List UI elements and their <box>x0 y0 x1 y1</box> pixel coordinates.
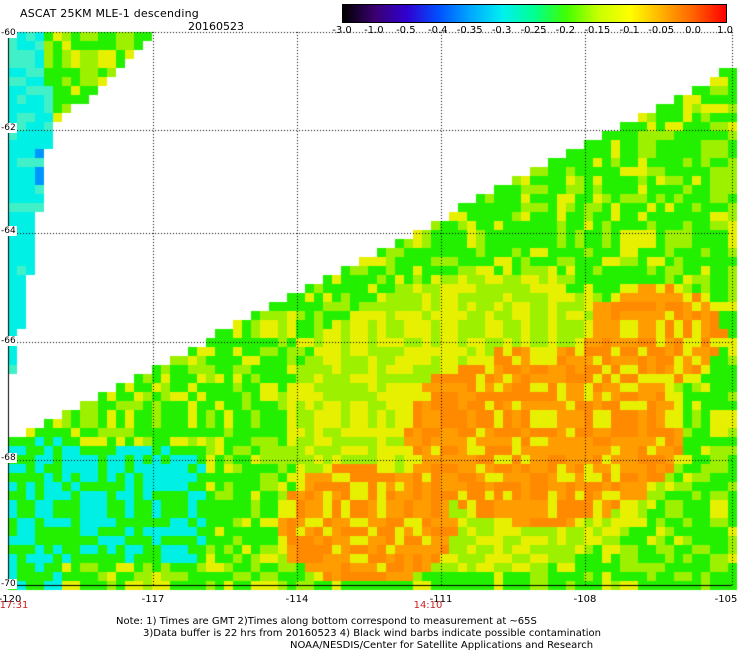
product-date: 20160523 <box>188 20 244 33</box>
color-scale-tick: -0.15 <box>584 25 611 36</box>
color-scale-tick: -0.05 <box>648 25 675 36</box>
product-title: ASCAT 25KM MLE-1 descending <box>20 7 199 20</box>
color-scale-tick: -0.25 <box>520 25 547 36</box>
color-scale-tick: -0.2 <box>555 25 576 36</box>
note-line-2: 3)Data buffer is 22 hrs from 20160523 4)… <box>143 628 601 639</box>
note-line-1: Note: 1) Times are GMT 2)Times along bot… <box>116 616 537 627</box>
lon-label-120: -120 <box>0 594 22 605</box>
color-scale-tick: -0.1 <box>619 25 640 36</box>
lon-label-111: -111 <box>429 594 453 605</box>
time-label-mid: 14:10 <box>413 600 443 611</box>
lon-label-105: -105 <box>714 594 738 605</box>
lat-label-60: -60 <box>0 28 17 38</box>
lat-label-62: -62 <box>0 123 17 133</box>
note-line-3: NOAA/NESDIS/Center for Satellite Applica… <box>290 640 594 651</box>
color-scale-tick: 0.0 <box>685 25 702 36</box>
color-scale-bar <box>342 4 727 23</box>
color-scale-tick: -0.5 <box>396 25 416 36</box>
lat-label-70: -70 <box>0 579 17 589</box>
color-scale-tick: -3.0 <box>332 25 352 36</box>
time-label-left: 17:31 <box>0 600 29 611</box>
lon-label-108: -108 <box>573 594 597 605</box>
lon-label-114: -114 <box>285 594 309 605</box>
lon-label-117: -117 <box>141 594 165 605</box>
lat-label-66: -66 <box>0 336 17 346</box>
lat-label-68: -68 <box>0 453 17 463</box>
color-scale-tick: -0.3 <box>491 25 512 36</box>
lat-label-64: -64 <box>0 226 17 236</box>
color-scale-tick: -0.35 <box>456 25 483 36</box>
color-scale-tick: -0.4 <box>427 25 448 36</box>
color-scale-tick: -1.0 <box>364 25 384 36</box>
color-scale-tick: 1.0 <box>717 25 733 36</box>
